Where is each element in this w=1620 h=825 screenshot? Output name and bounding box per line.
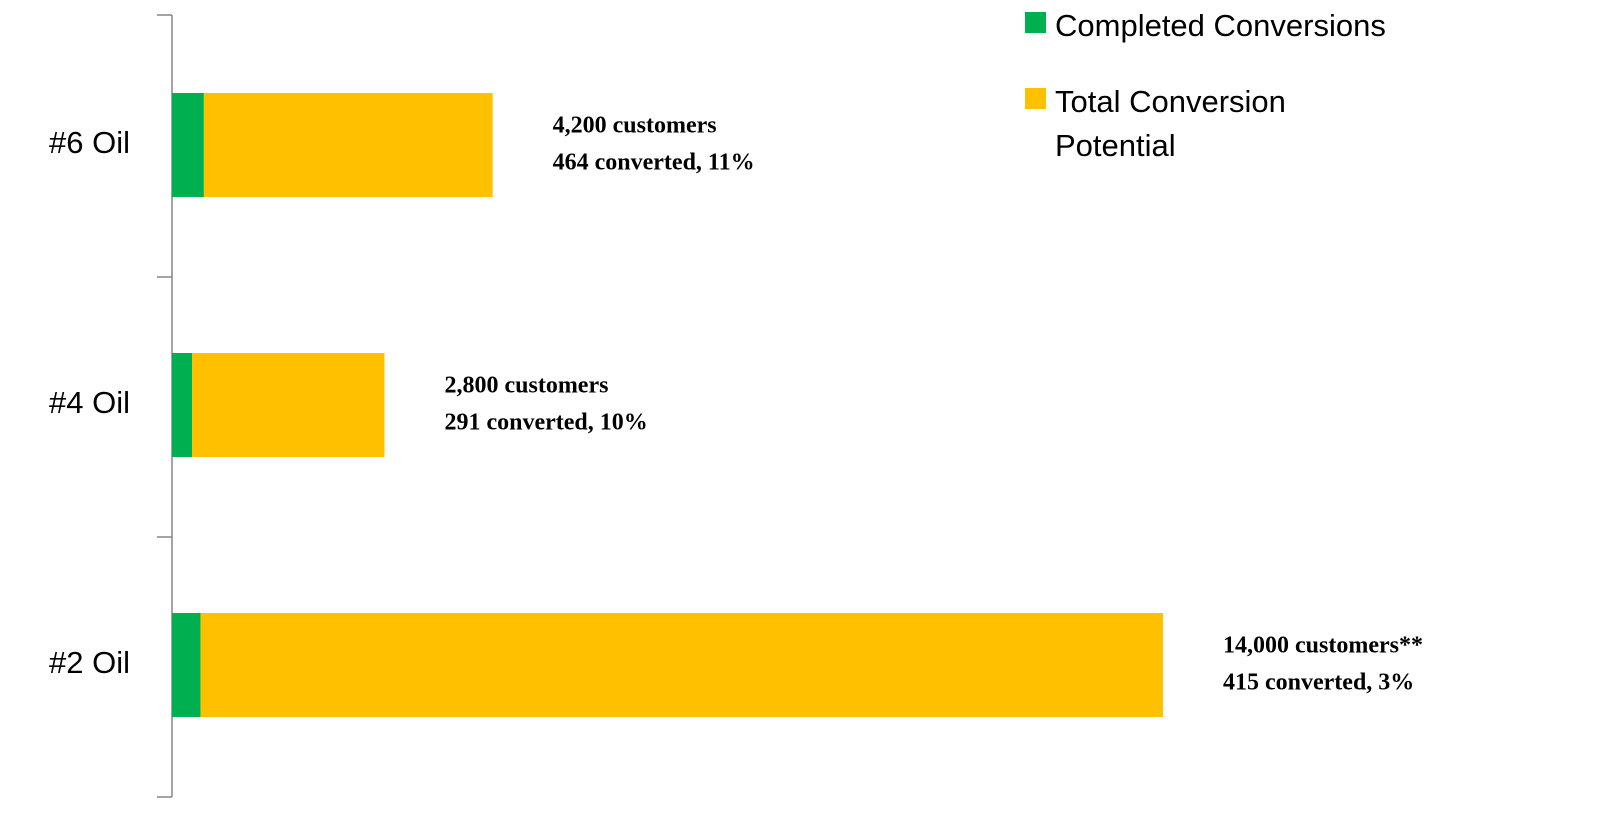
category-label: #6 Oil: [49, 125, 130, 160]
bar-segment: [172, 93, 204, 197]
bar-segment: [192, 353, 385, 457]
bar-segment: [172, 353, 193, 457]
legend: Completed Conversions Total Conversion Po…: [1025, 4, 1395, 200]
data-label: 4,200 customers: [553, 113, 717, 139]
category-label: #2 Oil: [49, 645, 130, 680]
legend-swatch: [1025, 88, 1046, 109]
legend-label: Completed Conversions: [1055, 8, 1386, 43]
legend-item: Completed Conversions: [1025, 4, 1395, 48]
category-label: #4 Oil: [49, 385, 130, 420]
legend-swatch: [1025, 12, 1046, 33]
data-label: 415 converted, 3%: [1223, 670, 1414, 696]
data-label: 464 converted, 11%: [553, 150, 755, 176]
legend-item: Total Conversion Potential: [1025, 80, 1395, 168]
data-label: 291 converted, 10%: [444, 410, 647, 436]
data-label: 14,000 customers**: [1223, 633, 1423, 659]
bar-segment: [203, 93, 493, 197]
bar-segment: [172, 613, 201, 717]
bar-segment: [200, 613, 1164, 717]
legend-label: Total Conversion Potential: [1055, 84, 1286, 163]
data-label: 2,800 customers: [444, 373, 608, 399]
